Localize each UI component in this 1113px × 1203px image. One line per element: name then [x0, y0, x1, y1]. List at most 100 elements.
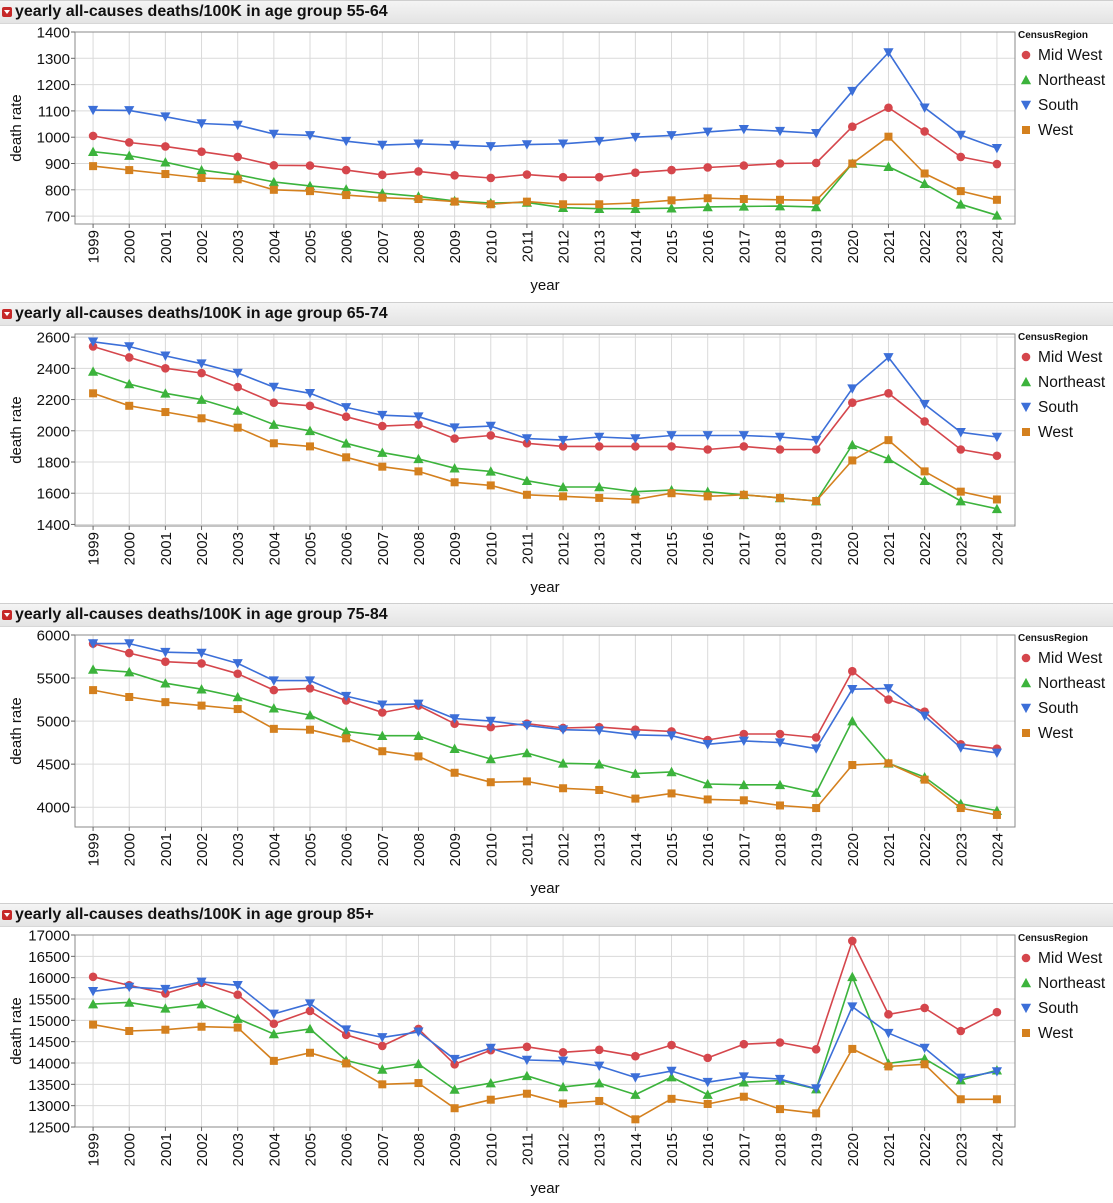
panel-header: yearly all-causes deaths/100K in age gro… [0, 903, 1113, 927]
collapse-triangle-icon[interactable] [2, 309, 12, 319]
x-tick-label: 2010 [483, 532, 500, 565]
data-point [160, 351, 171, 361]
data-point [595, 1096, 604, 1105]
data-point [992, 451, 1002, 461]
y-tick-label: 2600 [37, 330, 70, 347]
data-point [233, 152, 242, 162]
data-point [702, 201, 713, 212]
series-line [92, 689, 998, 816]
x-tick-label: 2006 [339, 230, 356, 263]
collapse-triangle-icon[interactable] [2, 7, 12, 17]
legend-marker [1021, 50, 1031, 60]
data-point [884, 759, 893, 768]
y-tick-label: 1400 [37, 25, 70, 42]
legend-title: CensusRegion [1018, 933, 1088, 944]
data-point [919, 1043, 930, 1054]
data-point [595, 785, 604, 794]
legend: CensusRegion Mid West Northeast South West [1018, 933, 1106, 1042]
collapse-triangle-icon[interactable] [2, 910, 12, 920]
data-point [774, 779, 786, 790]
x-tick-label: 2016 [700, 532, 717, 565]
data-point [738, 779, 749, 790]
data-point [89, 389, 98, 398]
y-axis-title: death rate [8, 697, 25, 765]
data-point [269, 439, 278, 448]
data-point [666, 731, 677, 741]
data-point [87, 664, 99, 674]
data-point [667, 489, 676, 498]
data-point [124, 997, 135, 1007]
x-tick-label: 2000 [122, 532, 139, 565]
data-point [160, 984, 171, 995]
legend-marker [1020, 74, 1032, 85]
data-point [196, 648, 207, 659]
data-point [413, 453, 424, 464]
data-point [522, 1089, 531, 1098]
data-point [268, 676, 279, 686]
collapse-triangle-icon[interactable] [2, 610, 12, 620]
data-point [88, 972, 98, 982]
series-line [92, 1023, 997, 1121]
data-point [667, 789, 676, 798]
data-point [631, 442, 640, 451]
legend: CensusRegion Mid West Northeast South West [1018, 30, 1106, 139]
data-point [702, 431, 713, 441]
legend-label: West [1038, 122, 1074, 139]
series-south [87, 48, 1003, 154]
data-point [884, 103, 893, 113]
data-point [521, 1055, 533, 1066]
x-tick-label: 2019 [809, 230, 826, 263]
y-tick-label: 16000 [28, 970, 70, 987]
data-point [449, 140, 460, 151]
x-tick-label: 2002 [194, 833, 211, 866]
data-point [304, 676, 316, 686]
data-point [992, 195, 1001, 204]
data-point [956, 1026, 966, 1036]
data-point [559, 784, 568, 793]
series-west [89, 1020, 1001, 1124]
data-point [920, 417, 929, 426]
x-tick-label: 2004 [266, 532, 283, 565]
series-line [93, 642, 998, 754]
data-point [594, 1077, 605, 1088]
x-tick-label: 2010 [483, 1133, 500, 1166]
data-point [378, 462, 387, 471]
data-point [161, 408, 170, 417]
data-point [774, 201, 786, 211]
data-point [991, 503, 1003, 514]
data-point [776, 195, 784, 204]
y-tick-label: 13500 [28, 1077, 70, 1094]
data-point [485, 1077, 496, 1088]
data-point [197, 147, 206, 156]
data-point [342, 734, 351, 743]
data-point [486, 431, 496, 440]
data-point [341, 438, 352, 448]
data-point [486, 722, 496, 732]
data-point [161, 1025, 170, 1034]
x-tick-label: 2024 [989, 532, 1006, 565]
x-tick-label: 2023 [953, 532, 970, 565]
data-point [377, 730, 388, 741]
legend-marker [1020, 703, 1032, 714]
legend-label: Mid West [1038, 950, 1103, 967]
data-point [450, 768, 459, 777]
y-tick-label: 15500 [28, 992, 70, 1009]
data-point [812, 497, 821, 506]
x-tick-label: 2004 [266, 230, 283, 263]
x-tick-label: 1999 [86, 833, 103, 866]
data-point [774, 126, 786, 137]
data-point [377, 1064, 388, 1074]
data-point [268, 129, 279, 140]
x-tick-label: 2020 [845, 833, 862, 866]
data-point [774, 738, 786, 748]
data-point [521, 747, 533, 758]
chart-panel-55-64: yearly all-causes deaths/100K in age gro… [0, 0, 1113, 300]
data-point [920, 1003, 929, 1013]
data-point [594, 203, 605, 214]
x-tick-label: 1999 [86, 230, 103, 263]
data-point [269, 724, 278, 733]
x-tick-label: 2004 [266, 1133, 283, 1166]
data-point [342, 1059, 351, 1068]
data-point [233, 669, 242, 679]
data-point [847, 86, 858, 97]
